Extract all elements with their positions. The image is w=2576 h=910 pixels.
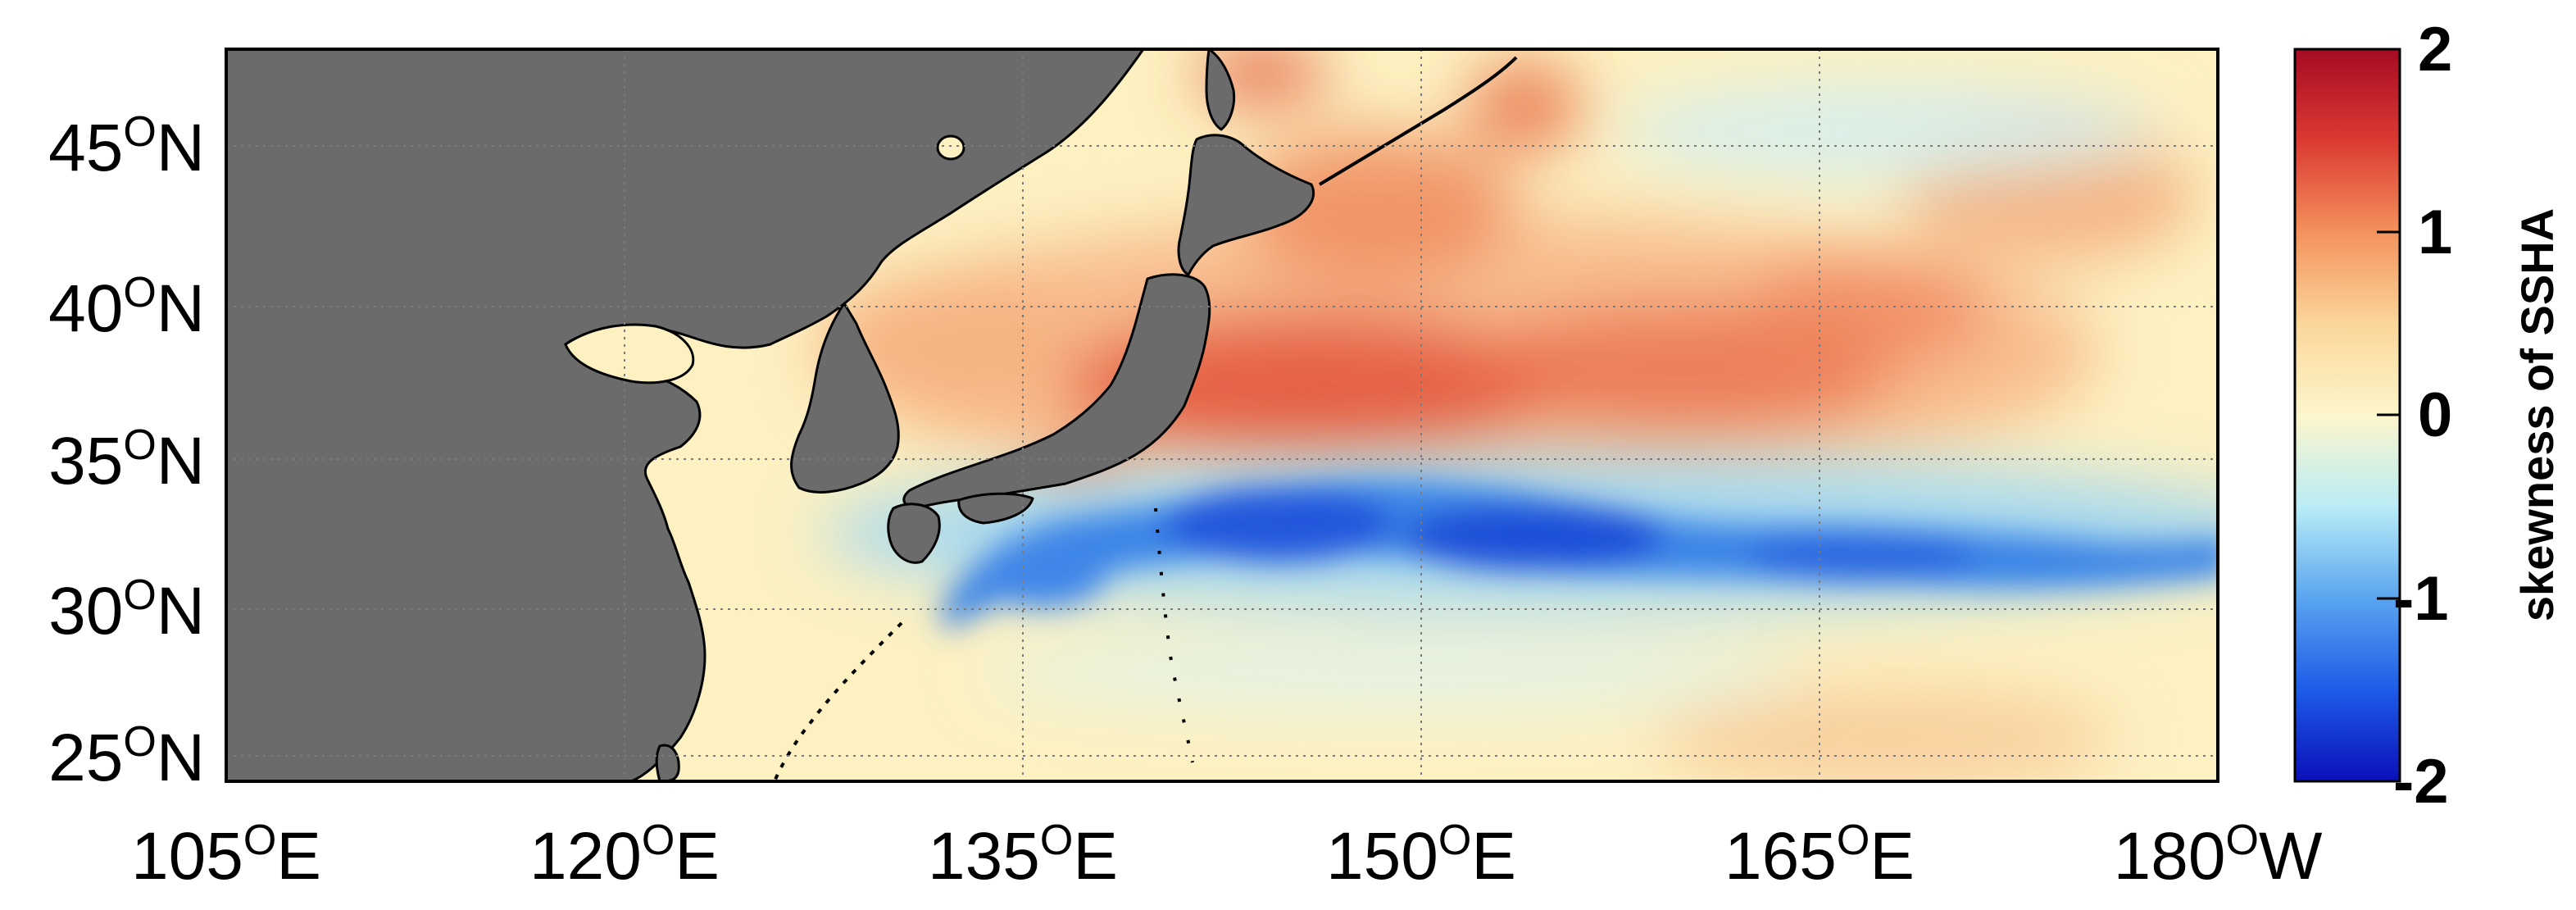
positive-anomaly-area	[1746, 254, 1992, 369]
korean-peninsula	[790, 302, 900, 494]
negative-anomaly-area	[984, 635, 1803, 709]
positive-anomaly-area	[1467, 61, 1582, 152]
negative-skewness-core	[1402, 504, 1664, 570]
lon-tick-label: 150OE	[1326, 817, 1516, 894]
lon-tick-label: 165OE	[1724, 817, 1915, 894]
taiwan	[655, 744, 680, 781]
sakhalin	[1205, 49, 1236, 131]
longitude-axis: 105OE 120OE 135OE 150OE 165OE 180OW	[131, 817, 2323, 894]
lon-tick-label: 120OE	[529, 817, 720, 894]
positive-anomaly-area	[1238, 131, 1516, 279]
land	[226, 49, 1518, 781]
lon-tick-label: 135OE	[928, 817, 1118, 894]
latitude-axis: 45ON 40ON 35ON 30ON 25ON	[48, 108, 205, 795]
kuril-islands	[1318, 56, 1518, 186]
japan-kyushu	[887, 503, 941, 564]
colorbar: 2 1 0 -1 -2 skewness of SSHA	[2293, 15, 2563, 817]
bohai-sea	[564, 323, 695, 384]
map-frame	[225, 48, 2219, 783]
negative-skewness-core	[975, 541, 1106, 607]
lat-tick-label: 35ON	[48, 421, 205, 498]
lat-tick-label: 30ON	[48, 571, 205, 648]
lon-tick-label: 180OW	[2114, 817, 2323, 894]
lat-tick-label: 40ON	[48, 269, 205, 346]
positive-anomaly-area	[1656, 689, 2115, 781]
lake-khanka	[936, 134, 965, 161]
japan-shikoku	[957, 492, 1034, 525]
colorbar-tick-label: -2	[2393, 747, 2449, 817]
negative-anomaly-area	[1615, 82, 2156, 180]
lat-tick-label: 45ON	[48, 108, 205, 185]
lon-tick-label: 105OE	[131, 817, 321, 894]
colorbar-tick-label: 0	[2418, 380, 2452, 450]
japan-hokkaido	[1177, 134, 1315, 276]
coastline-details	[564, 134, 965, 384]
negative-skewness-core	[1746, 533, 1975, 582]
negative-skewness-core	[1164, 488, 1393, 562]
colorbar-tick-label: 1	[2418, 198, 2452, 267]
grid-lines	[226, 49, 2218, 781]
map-panel: 45ON 40ON 35ON 30ON 25ON 105OE 120OE 135…	[48, 48, 2323, 894]
colorbar-ticks	[2377, 230, 2400, 600]
colorbar-label: skewness of SSHA	[2511, 208, 2563, 621]
lat-tick-label: 25ON	[48, 718, 205, 795]
colorbar-tick-label: 2	[2418, 15, 2452, 84]
colorbar-tick-label: -1	[2393, 564, 2449, 634]
